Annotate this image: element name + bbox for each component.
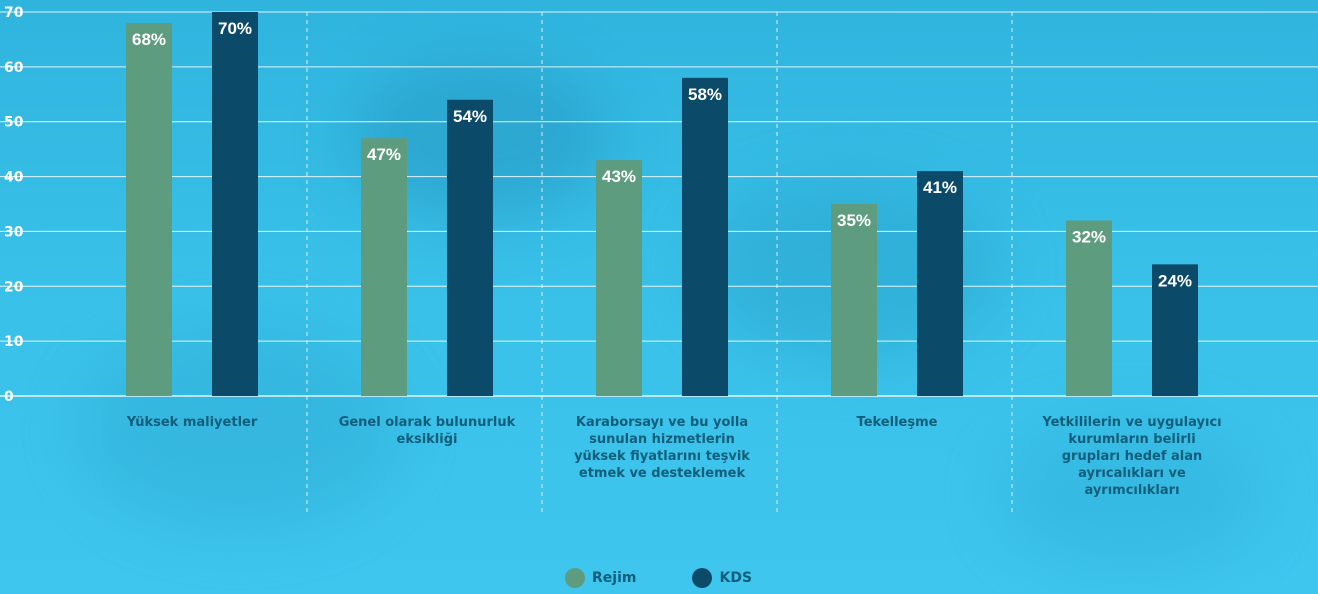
x-category-label: Yüksek maliyetler: [126, 415, 258, 430]
bar-value-label: 58%: [688, 85, 722, 104]
legend-item-kds[interactable]: KDS: [692, 568, 752, 588]
legend: Rejim KDS: [565, 568, 752, 588]
bar-value-label: 43%: [602, 167, 636, 186]
y-tick-label: 40: [4, 170, 24, 186]
bar-rejim: [361, 138, 407, 396]
y-tick-label: 10: [4, 334, 24, 350]
y-tick-label: 70: [4, 5, 24, 21]
x-category-label: Karaborsayı ve bu yolla sunulan hizmetler…: [574, 415, 750, 481]
y-tick-label: 50: [4, 115, 24, 131]
legend-swatch-kds: [692, 568, 713, 588]
bar-value-label: 47%: [367, 145, 401, 164]
x-category-label: Yetkililerin ve uygulayıcı kurumların bel…: [1042, 415, 1222, 498]
legend-label-rejim: Rejim: [592, 570, 637, 586]
bar-value-label: 24%: [1158, 271, 1192, 290]
bar-kds: [212, 12, 258, 396]
y-tick-label: 20: [4, 279, 24, 295]
bar-kds: [1152, 264, 1198, 396]
bar-kds: [917, 171, 963, 396]
legend-label-kds: KDS: [719, 570, 753, 586]
bar-rejim: [1066, 220, 1112, 396]
bar-rejim: [831, 204, 877, 396]
bar-rejim: [126, 22, 172, 396]
bar-value-label: 68%: [132, 30, 166, 49]
bar-value-label: 32%: [1072, 227, 1106, 246]
x-category-label: Tekelleşme: [856, 415, 938, 430]
legend-swatch-rejim: [565, 568, 585, 588]
x-category-label: Genel olarak bulunurluk eksikliği: [338, 415, 516, 447]
bar-value-label: 41%: [923, 178, 957, 197]
bar-kds: [682, 77, 728, 396]
legend-item-rejim[interactable]: Rejim: [565, 568, 636, 588]
y-tick-label: 0: [4, 389, 14, 405]
bar-kds: [447, 99, 493, 397]
y-tick-label: 30: [4, 224, 24, 240]
bar-rejim: [596, 160, 642, 396]
bar-value-label: 35%: [837, 211, 871, 230]
bar-value-label: 70%: [218, 19, 252, 38]
y-tick-label: 60: [4, 60, 24, 76]
bar-value-label: 54%: [453, 107, 487, 126]
